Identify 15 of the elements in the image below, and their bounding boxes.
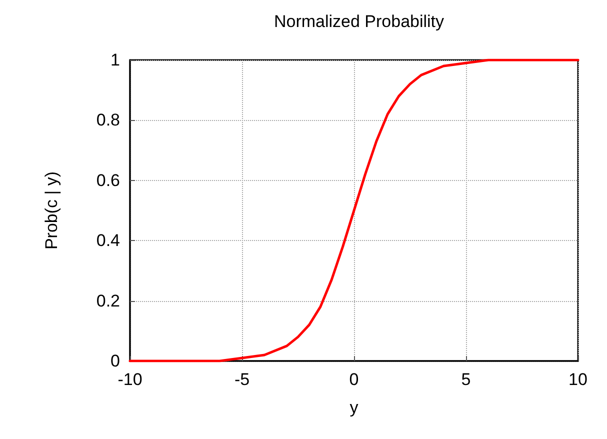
y-axis-title: Prob(c | y) [42,171,61,250]
y-tick-label: 0.2 [96,291,120,310]
line-series [128,58,580,362]
x-tick-label: 0 [349,370,359,389]
chart-title: Normalized Probability [274,12,445,31]
x-axis-title: y [350,398,359,417]
y-tick-label: 1 [110,50,120,70]
x-tick-label: 10 [568,370,588,389]
y-tick-label: 0.8 [96,110,120,130]
x-tick-label: -5 [234,370,250,389]
x-tick-label: -10 [118,370,142,389]
x-tick-label: 5 [461,370,471,389]
y-tick-label: 0.6 [96,170,120,190]
y-tick-label: 0.4 [96,231,120,250]
y-tick-label: 0 [110,352,120,370]
